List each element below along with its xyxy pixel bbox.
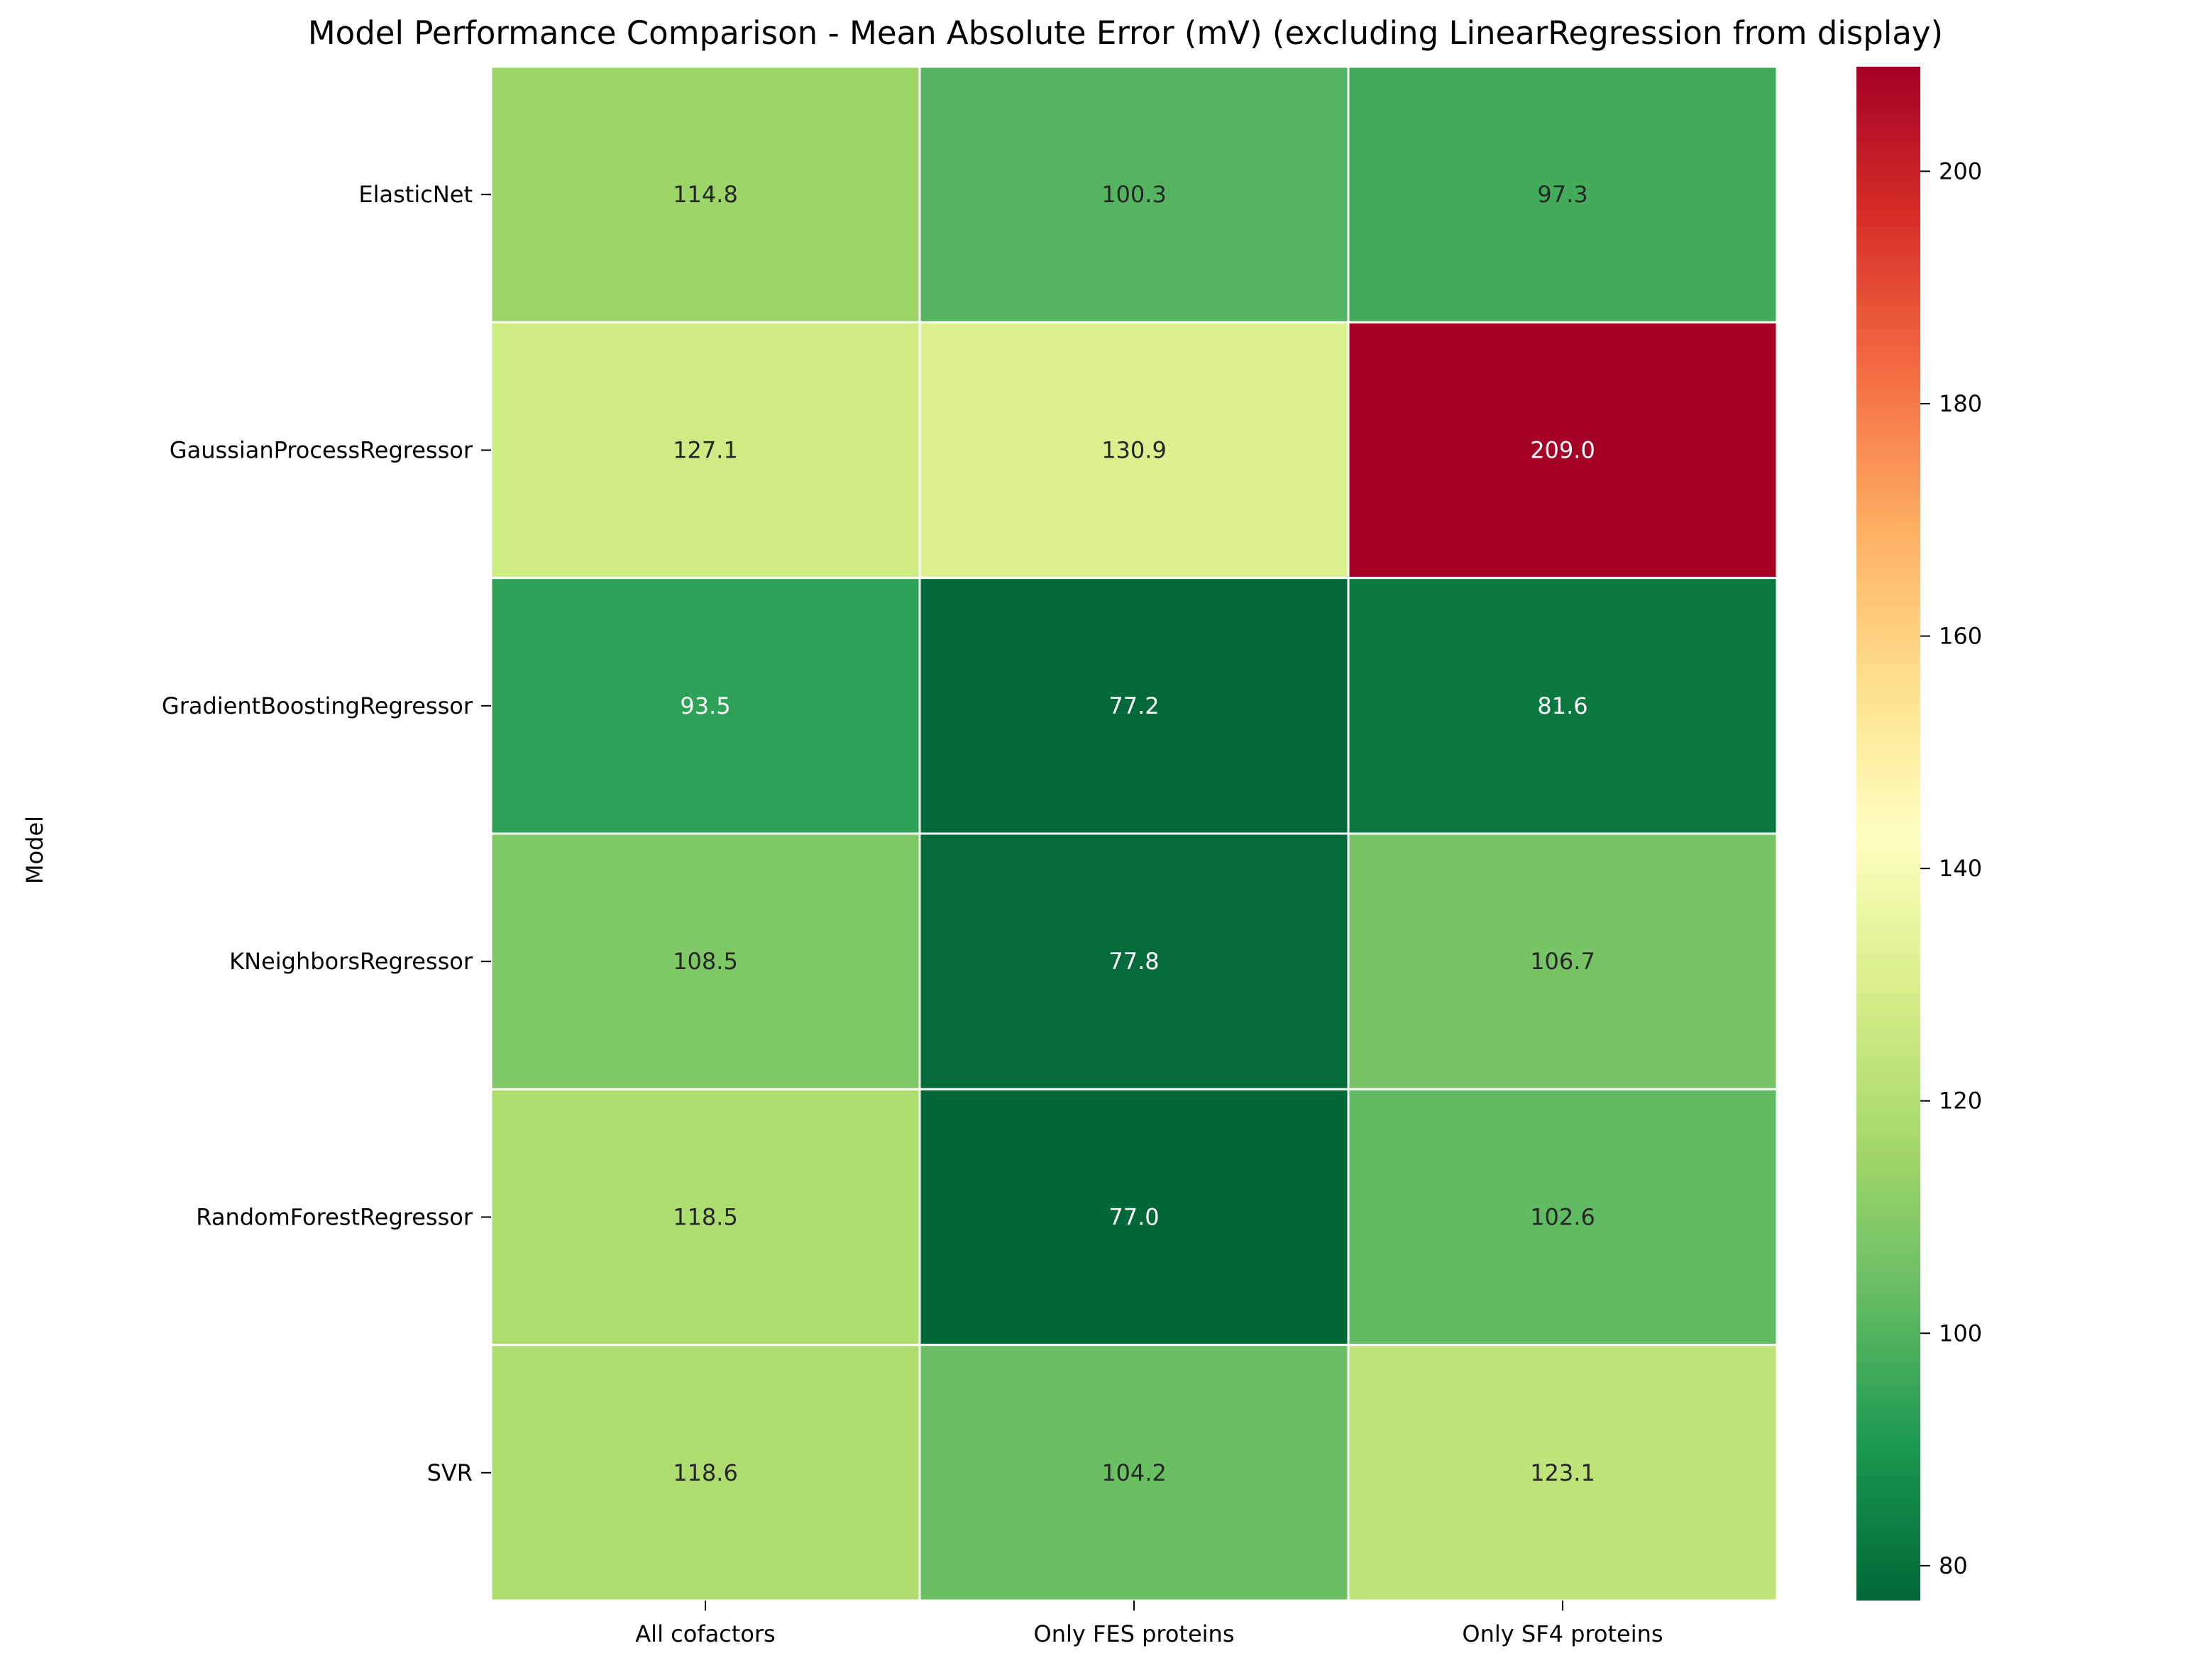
cell-value-label: 97.3 bbox=[1537, 181, 1587, 208]
colorbar-tick-label: 120 bbox=[1939, 1088, 1982, 1115]
x-tick-label: Only SF4 proteins bbox=[1462, 1620, 1663, 1647]
cell-value-label: 118.5 bbox=[673, 1204, 738, 1231]
heatmap-value-labels: 114.8 100.3 97.3 127.1 130.9 209.0 93.5 77.2 81.… bbox=[673, 181, 1595, 1486]
cell-value-label: 108.5 bbox=[673, 948, 738, 975]
heatmap-cell bbox=[490, 832, 921, 1090]
cell-value-label: 77.2 bbox=[1108, 692, 1159, 719]
cell-value-label: 102.6 bbox=[1530, 1204, 1595, 1231]
colorbar: 80 100 120 140 160 180 200 bbox=[1856, 67, 1982, 1601]
heatmap-cell bbox=[918, 1088, 1350, 1347]
cell-value-label: 123.1 bbox=[1530, 1459, 1595, 1486]
heatmap-cell bbox=[918, 65, 1350, 324]
chart-title: Model Performance Comparison - Mean Abso… bbox=[308, 14, 1943, 52]
colorbar-tick-label: 100 bbox=[1939, 1320, 1982, 1347]
colorbar-tick-label: 160 bbox=[1939, 623, 1982, 650]
heatmap-cell bbox=[1347, 1088, 1778, 1347]
heatmap-cell bbox=[490, 65, 921, 324]
colorbar-gradient bbox=[1856, 67, 1920, 1601]
x-axis-ticks: All cofactors Only FES proteins Only SF4 p… bbox=[635, 1601, 1663, 1647]
heatmap-cell bbox=[490, 1088, 921, 1347]
heatmap-cells bbox=[490, 65, 1778, 1602]
y-axis-label: Model bbox=[21, 816, 48, 884]
y-tick-label: KNeighborsRegressor bbox=[229, 948, 473, 975]
y-axis-ticks: ElasticNet GaussianProcessRegressor Gradie… bbox=[162, 181, 491, 1486]
colorbar-ticks: 80 100 120 140 160 180 200 bbox=[1920, 158, 1982, 1579]
cell-value-label: 114.8 bbox=[673, 181, 738, 208]
heatmap-cell bbox=[918, 321, 1350, 580]
y-tick-label: ElasticNet bbox=[358, 181, 473, 208]
cell-value-label: 77.0 bbox=[1108, 1204, 1159, 1231]
cell-value-label: 127.1 bbox=[673, 437, 738, 464]
heatmap-cell bbox=[1347, 321, 1778, 580]
cell-value-label: 77.8 bbox=[1108, 948, 1159, 975]
y-tick-label: SVR bbox=[427, 1459, 473, 1486]
x-tick-label: All cofactors bbox=[635, 1620, 775, 1647]
cell-value-label: 209.0 bbox=[1530, 437, 1595, 464]
cell-value-label: 104.2 bbox=[1101, 1459, 1167, 1486]
heatmap-cell bbox=[1347, 832, 1778, 1090]
colorbar-tick-label: 80 bbox=[1939, 1552, 1968, 1579]
cell-value-label: 118.6 bbox=[673, 1459, 738, 1486]
y-tick-label: GradientBoostingRegressor bbox=[162, 692, 473, 719]
y-tick-label: RandomForestRegressor bbox=[196, 1204, 473, 1231]
y-tick-label: GaussianProcessRegressor bbox=[170, 437, 473, 464]
colorbar-tick-label: 140 bbox=[1939, 855, 1982, 882]
heatmap-cell bbox=[1347, 65, 1778, 324]
x-tick-label: Only FES proteins bbox=[1034, 1620, 1235, 1647]
cell-value-label: 106.7 bbox=[1530, 948, 1595, 975]
cell-value-label: 100.3 bbox=[1101, 181, 1167, 208]
cell-value-label: 93.5 bbox=[680, 692, 730, 719]
cell-value-label: 81.6 bbox=[1537, 692, 1587, 719]
heatmap-cell bbox=[490, 577, 921, 835]
heatmap-cell bbox=[918, 577, 1350, 835]
heatmap-cell bbox=[918, 1344, 1350, 1602]
colorbar-tick-label: 180 bbox=[1939, 390, 1982, 417]
heatmap-cell bbox=[1347, 1344, 1778, 1602]
colorbar-tick-label: 200 bbox=[1939, 158, 1982, 184]
cell-value-label: 130.9 bbox=[1101, 437, 1167, 464]
heatmap-cell bbox=[490, 321, 921, 580]
